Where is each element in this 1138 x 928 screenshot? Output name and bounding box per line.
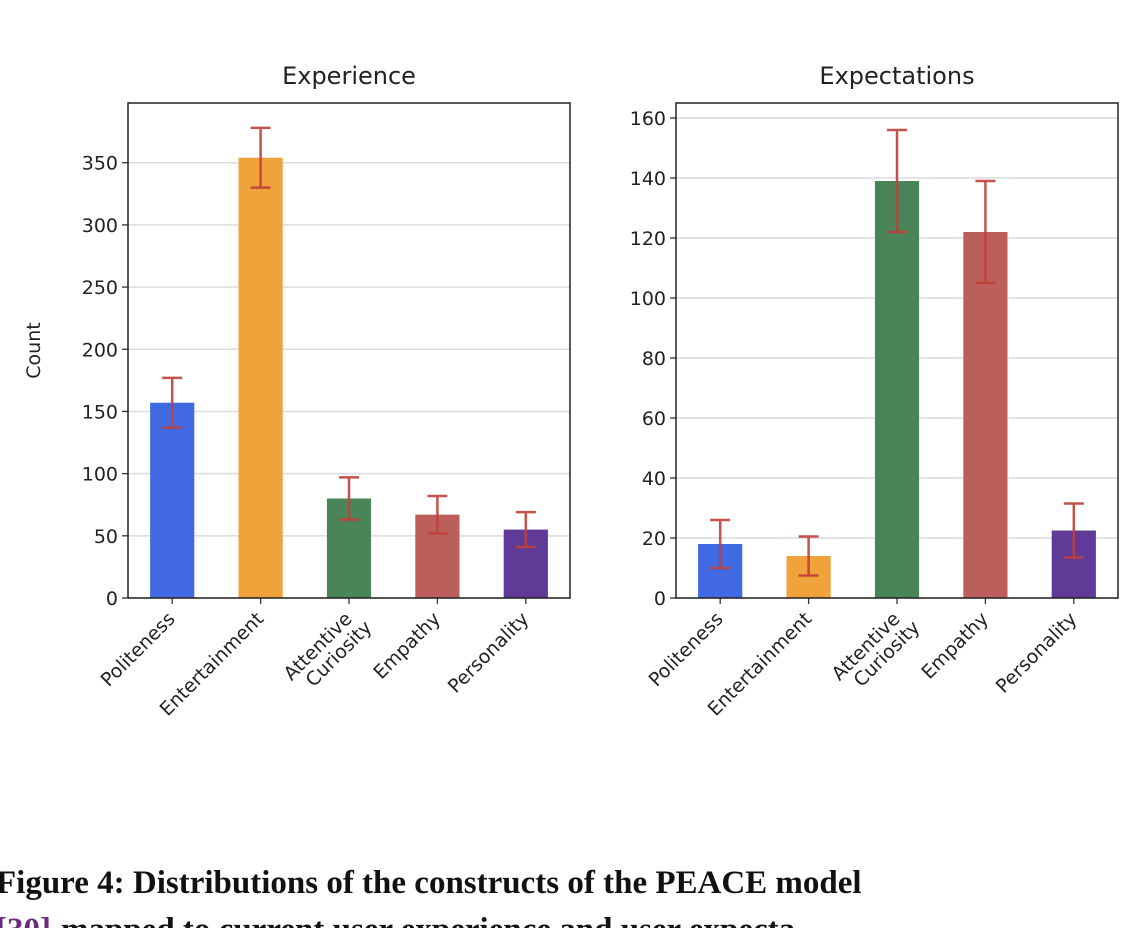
y-tick-label: 200 (82, 339, 118, 361)
caption-line: [30] mapped to current user experience an… (0, 912, 806, 928)
y-tick-label: 40 (642, 468, 666, 490)
caption-line: Figure 4: Distributions of the construct… (0, 865, 862, 901)
x-tick-label: Personality (444, 608, 534, 698)
x-tick-label: Personality (992, 608, 1082, 698)
error-bar (515, 510, 536, 549)
plot-frame (675, 102, 1119, 599)
y-tick-label: 100 (82, 464, 118, 486)
bar (238, 157, 283, 598)
y-axis-label: Count (23, 322, 45, 378)
x-tick-label: AttentiveCuriosity (827, 602, 924, 699)
error-bar (887, 128, 907, 234)
y-tick-label: 60 (642, 408, 666, 430)
error-bar (339, 476, 359, 521)
bar (963, 232, 1008, 598)
x-tick-label: AttentiveCuriosity (279, 602, 376, 699)
y-tick-label: 140 (630, 168, 666, 190)
y-tick-label: 160 (630, 108, 666, 130)
error-bar (710, 518, 731, 570)
error-bar (975, 179, 996, 285)
y-tick-label: 350 (82, 153, 118, 175)
x-tick-label: Empathy (917, 608, 993, 684)
error-bar (427, 494, 448, 535)
caption-text: mapped to current user experience and us… (61, 912, 806, 928)
error-bar (1063, 502, 1084, 559)
y-tick-label: 50 (94, 526, 118, 548)
y-tick-label: 80 (642, 348, 666, 370)
y-tick-label: 100 (630, 288, 666, 310)
y-tick-label: 0 (106, 588, 118, 610)
y-tick-label: 150 (82, 401, 118, 423)
citation: [30] (0, 912, 51, 928)
y-tick-label: 120 (630, 228, 666, 250)
y-tick-label: 0 (654, 588, 666, 610)
bar (874, 181, 920, 598)
error-bar (250, 126, 271, 189)
error-bar (798, 535, 819, 577)
bar (150, 402, 195, 598)
y-tick-label: 300 (82, 215, 118, 237)
error-bar (162, 376, 183, 429)
x-tick-label: Politeness (97, 608, 180, 691)
y-tick-label: 20 (642, 528, 666, 550)
x-tick-label: Politeness (645, 608, 728, 691)
plot-frame (127, 102, 571, 599)
chart-title: Expectations (819, 62, 974, 90)
x-tick-label: Empathy (369, 608, 445, 684)
chart-title: Experience (282, 62, 416, 90)
y-tick-label: 250 (82, 277, 118, 299)
